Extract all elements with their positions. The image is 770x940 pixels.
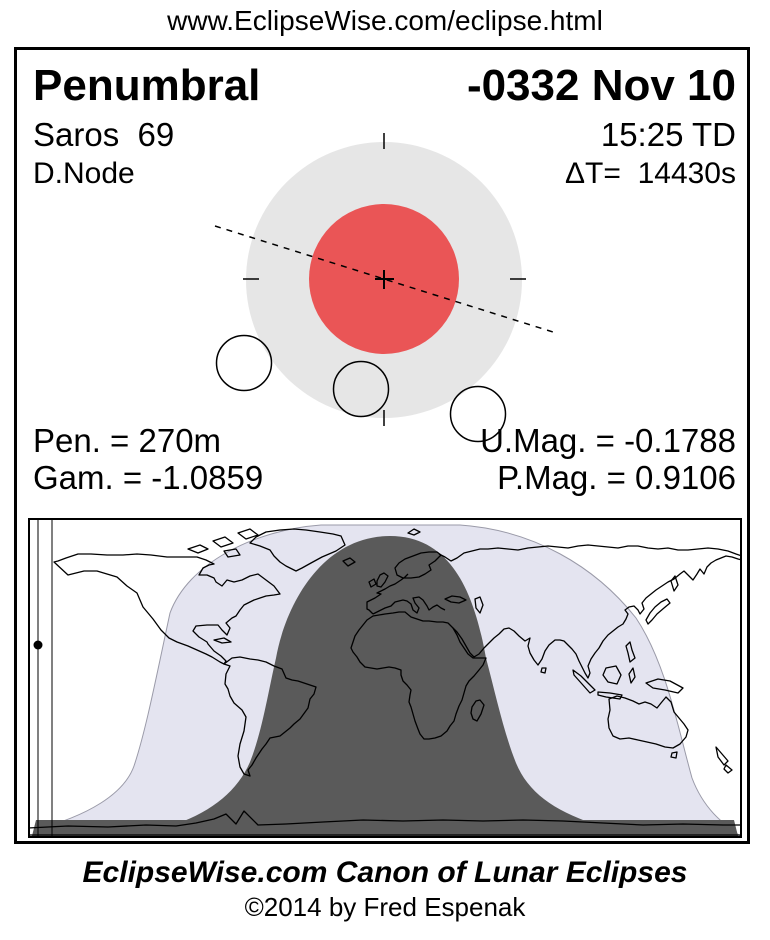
australia-coast <box>607 695 689 759</box>
greenland-coast <box>249 528 346 572</box>
eclipse-geometry-diagram <box>214 133 554 443</box>
sri-lanka <box>540 667 547 674</box>
moon-contact-circle-3 <box>449 385 507 443</box>
penumbral-duration: Pen. = 270m <box>33 422 222 459</box>
moon-contact-circle-2 <box>332 360 390 418</box>
mediterranean-coast <box>372 596 446 615</box>
caribbean-islands <box>213 637 232 644</box>
center-cross <box>375 270 394 289</box>
map-frame <box>28 518 742 838</box>
moon-position-circles <box>215 334 507 443</box>
black-sea <box>444 595 467 604</box>
asia-south-coast <box>452 555 742 679</box>
delta-t: ΔT= 14430s <box>565 157 736 190</box>
europe-atlantic-coast <box>366 573 409 615</box>
copyright-line: ©2014 by Fred Espenak <box>244 892 526 922</box>
gamma-value: Gam. = -1.0859 <box>33 459 264 496</box>
north-america-coast <box>53 553 281 665</box>
eclipse-time: 15:25 TD <box>600 116 736 153</box>
antarctica-coast <box>28 810 742 836</box>
philippines <box>625 641 636 663</box>
moon-contact-circle-1 <box>215 334 273 392</box>
south-america-coast <box>223 656 317 777</box>
full-visibility-region <box>32 536 738 838</box>
eclipse-type: Penumbral <box>33 61 261 110</box>
eclipse-figure-box: Penumbral -0332 Nov 10 Saros 69 15:25 TD… <box>14 47 750 844</box>
penumbral-magnitude: P.Mag. = 0.9106 <box>497 459 736 496</box>
eclipse-date: -0332 Nov 10 <box>466 61 736 110</box>
caspian-sea <box>474 596 484 614</box>
node-type: D.Node <box>33 157 135 190</box>
page-url: www.EclipseWise.com/eclipse.html <box>167 5 603 36</box>
axis-ticks <box>243 133 526 426</box>
asia-arctic-coast <box>438 544 742 562</box>
visibility-world-map <box>28 518 742 838</box>
british-isles <box>342 557 389 588</box>
coastlines <box>28 528 742 836</box>
greatest-eclipse-dot <box>33 640 43 650</box>
umbral-magnitude: U.Mag. = -0.1788 <box>480 422 736 459</box>
saros-number: Saros 69 <box>33 116 175 153</box>
canon-title: EclipseWise.com Canon of Lunar Eclipses <box>82 856 688 889</box>
arctic-islands <box>187 528 421 558</box>
japan <box>645 575 679 625</box>
indonesia <box>572 665 684 700</box>
madagascar <box>470 699 485 722</box>
africa-coast <box>350 611 487 740</box>
new-zealand <box>715 746 733 774</box>
